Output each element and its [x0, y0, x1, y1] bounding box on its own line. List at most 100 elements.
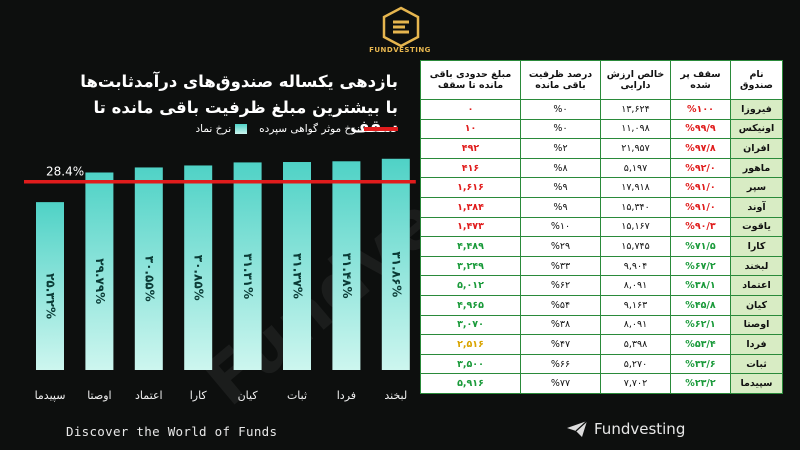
nav-cell: ۵,۱۹۷ — [600, 157, 671, 179]
fund-name-cell: فیروزا — [730, 99, 783, 120]
nav-cell: ۱۳,۶۲۴ — [600, 99, 671, 120]
legend-item-line: نرخ موثر گواهی سپرده — [259, 123, 398, 135]
bar-3 — [184, 165, 213, 370]
bar-value-label: ۳۱.۸۶% — [389, 251, 403, 297]
table-row: کارا %۷۱/۵ ۱۵,۷۴۵ %۲۹ ۴,۴۸۹ — [420, 236, 783, 257]
remaining-pct-cell: %۰ — [520, 118, 601, 140]
nav-cell: ۸,۰۹۱ — [600, 314, 671, 336]
cap-filled-cell: %۹۷/۸ — [670, 138, 731, 159]
table-header-row: نام صندوق سقف پر شده خالص ارزش دارایی در… — [420, 60, 783, 100]
nav-cell: ۱۵,۳۴۰ — [600, 196, 671, 218]
cap-filled-cell: %۹۱/۰ — [670, 196, 731, 218]
header-name: نام صندوق — [730, 60, 783, 100]
cap-filled-cell: %۴۵/۸ — [670, 294, 731, 316]
remaining-amount-cell: ۵,۰۱۲ — [420, 275, 521, 296]
remaining-pct-cell: %۷۷ — [520, 373, 601, 394]
bar-7 — [381, 158, 410, 370]
table-row: ثبات %۳۳/۶ ۵,۲۷۰ %۶۶ ۳,۵۰۰ — [420, 353, 783, 375]
nav-cell: ۷,۷۰۲ — [600, 373, 671, 394]
nav-cell: ۱۵,۱۶۷ — [600, 216, 671, 238]
remaining-pct-cell: %۳۳ — [520, 255, 601, 277]
fund-name-cell: سپر — [730, 177, 783, 198]
remaining-pct-cell: %۲۹ — [520, 236, 601, 257]
bar-6 — [332, 161, 361, 370]
bar-value-label: ۳۱.۴۸% — [340, 253, 354, 299]
header-cap: سقف پر شده — [670, 60, 731, 100]
remaining-amount-cell: ۵,۹۱۶ — [420, 373, 521, 394]
fund-name-cell: سپیدما — [730, 373, 783, 394]
remaining-amount-cell: ۴۹۲ — [420, 138, 521, 159]
legend-bar-swatch — [235, 124, 248, 134]
fund-name-cell: اوصتا — [730, 314, 783, 336]
nav-cell: ۸,۰۹۱ — [600, 275, 671, 296]
remaining-pct-cell: %۳۸ — [520, 314, 601, 336]
table-row: افران %۹۷/۸ ۲۱,۹۵۷ %۲ ۴۹۲ — [420, 138, 783, 159]
remaining-amount-cell: ۲,۵۱۶ — [420, 334, 521, 355]
footer-brand-name: Fundvesting — [594, 420, 686, 438]
cap-filled-cell: %۳۸/۱ — [670, 275, 731, 296]
bar-4 — [233, 162, 262, 370]
footer-tagline: Discover the World of Funds — [66, 424, 278, 439]
bar-value-label: ۲۹.۷۹% — [93, 258, 107, 304]
cap-filled-cell: %۹۲/۰ — [670, 157, 731, 179]
nav-cell: ۹,۱۶۳ — [600, 294, 671, 316]
remaining-amount-cell: ۱,۴۷۳ — [420, 216, 521, 238]
cap-filled-cell: %۲۳/۲ — [670, 373, 731, 394]
remaining-amount-cell: ۱,۳۸۴ — [420, 196, 521, 218]
header-rem-amt: مبلغ حدودی باقی مانده تا سقف — [420, 60, 521, 100]
remaining-pct-cell: %۱۰ — [520, 216, 601, 238]
remaining-amount-cell: ۱,۶۱۶ — [420, 177, 521, 198]
table-row: سپر %۹۱/۰ ۱۷,۹۱۸ %۹ ۱,۶۱۶ — [420, 177, 783, 198]
remaining-pct-cell: %۴۷ — [520, 334, 601, 355]
fundvesting-logo-icon — [382, 6, 420, 48]
brand-name: FUNDVESTING — [369, 46, 431, 54]
nav-cell: ۵,۳۹۸ — [600, 334, 671, 355]
fund-name-cell: کیان — [730, 294, 783, 316]
remaining-pct-cell: %۸ — [520, 157, 601, 179]
nav-cell: ۵,۲۷۰ — [600, 353, 671, 375]
remaining-amount-cell: ۱۰ — [420, 118, 521, 140]
remaining-pct-cell: %۵۴ — [520, 294, 601, 316]
category-label: ثبات — [287, 389, 307, 402]
paper-plane-icon — [567, 420, 588, 437]
fund-name-cell: اعتماد — [730, 275, 783, 296]
legend-line-swatch — [364, 127, 398, 131]
cap-filled-cell: %۹۰/۳ — [670, 216, 731, 238]
remaining-pct-cell: %۹ — [520, 196, 601, 218]
cap-filled-cell: %۶۲/۱ — [670, 314, 731, 336]
fund-name-cell: اونیکس — [730, 118, 783, 140]
bar-value-label: ۳۱.۳۷% — [291, 253, 305, 299]
nav-cell: ۱۱,۰۹۸ — [600, 118, 671, 140]
remaining-pct-cell: %۶۲ — [520, 275, 601, 296]
fund-name-cell: یاقوت — [730, 216, 783, 238]
cap-filled-cell: %۵۳/۴ — [670, 334, 731, 355]
bar-value-label: ۳۰.۸۵% — [192, 255, 206, 301]
cap-filled-cell: %۳۳/۶ — [670, 353, 731, 375]
remaining-amount-cell: ۳,۰۷۰ — [420, 314, 521, 336]
remaining-amount-cell: ۴,۹۶۵ — [420, 294, 521, 316]
legend-item-bar: نرخ نماد — [195, 123, 248, 135]
table-row: فردا %۵۳/۴ ۵,۳۹۸ %۴۷ ۲,۵۱۶ — [420, 334, 783, 355]
table-row: آوند %۹۱/۰ ۱۵,۳۴۰ %۹ ۱,۳۸۴ — [420, 196, 783, 218]
table-row: فیروزا %۱۰۰ ۱۳,۶۲۴ %۰ ۰ — [420, 99, 783, 120]
remaining-amount-cell: ۳,۲۴۹ — [420, 255, 521, 277]
category-label: کیان — [238, 389, 259, 402]
cap-filled-cell: %۷۱/۵ — [670, 236, 731, 257]
reference-line-label: 28.4% — [46, 165, 84, 179]
table-row: یاقوت %۹۰/۳ ۱۵,۱۶۷ %۱۰ ۱,۴۷۳ — [420, 216, 783, 238]
fund-name-cell: آوند — [730, 196, 783, 218]
category-label: فردا — [337, 389, 356, 402]
table-row: اعتماد %۳۸/۱ ۸,۰۹۱ %۶۲ ۵,۰۱۲ — [420, 275, 783, 296]
remaining-pct-cell: %۶۶ — [520, 353, 601, 375]
fund-name-cell: لبخند — [730, 255, 783, 277]
remaining-amount-cell: ۴۱۶ — [420, 157, 521, 179]
fund-name-cell: فردا — [730, 334, 783, 355]
fund-table: نام صندوق سقف پر شده خالص ارزش دارایی در… — [420, 60, 783, 394]
chart-legend: نرخ موثر گواهی سپرده نرخ نماد — [40, 123, 398, 135]
category-label: کارا — [190, 389, 208, 402]
bar-0 — [36, 202, 64, 370]
fund-name-cell: ثبات — [730, 353, 783, 375]
bar-value-label: ۲۵.۳۲% — [44, 273, 58, 319]
cap-filled-cell: %۶۷/۲ — [670, 255, 731, 277]
